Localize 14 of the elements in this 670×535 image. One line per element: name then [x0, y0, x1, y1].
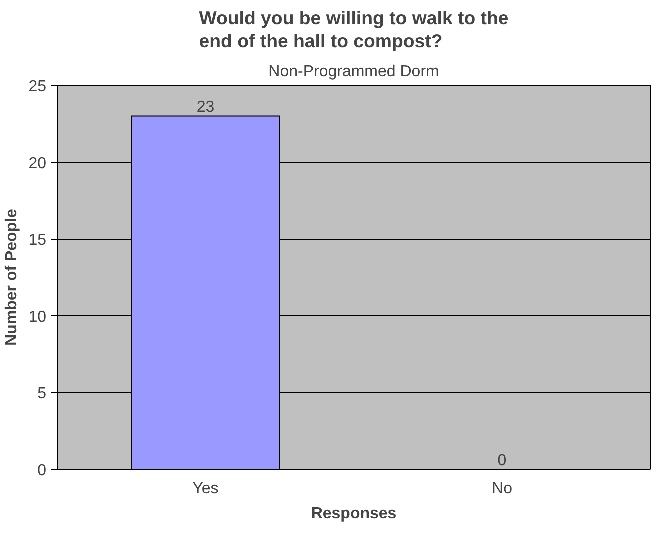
chart-title: Would you be willing to walk to the end of the hall to compost?: [199, 7, 509, 52]
chart-subtitle: Non-Programmed Dorm: [268, 64, 440, 80]
x-axis-title: Responses: [311, 506, 397, 522]
x-tick-label: Yes: [192, 480, 219, 498]
y-tick-label: 5: [38, 386, 47, 403]
y-tick-label: 15: [28, 232, 47, 250]
data-label: 0: [498, 452, 507, 470]
data-label: 23: [196, 99, 215, 116]
y-tick-label: 20: [28, 155, 47, 172]
y-tick-label: 10: [28, 308, 47, 326]
x-tick-label: No: [492, 480, 513, 498]
y-axis-title: Number of People: [4, 208, 21, 346]
y-tick-label: 25: [28, 78, 47, 96]
y-tick-label: 0: [38, 462, 47, 480]
